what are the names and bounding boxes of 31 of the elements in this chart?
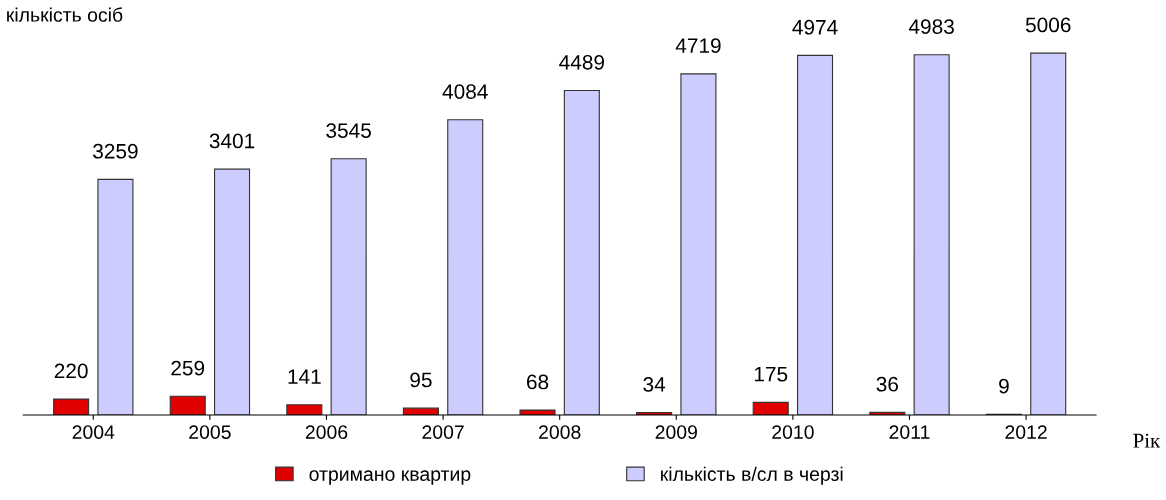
- x-tick-label: 2009: [655, 425, 697, 439]
- data-label: 68: [527, 374, 549, 390]
- legend-label: отримано квартир: [309, 470, 471, 485]
- data-label: 4719: [675, 38, 721, 54]
- data-label: 4974: [792, 19, 838, 35]
- legend-label: кількість в/сл в черзі: [661, 466, 843, 485]
- x-axis-title: Рік: [1133, 433, 1161, 448]
- x-tick-label: 2008: [539, 425, 581, 439]
- y-axis-title: кількість осіб: [7, 7, 123, 22]
- data-label: 259: [171, 360, 205, 376]
- x-tick-label: 2011: [889, 425, 930, 439]
- data-label: 141: [288, 369, 321, 384]
- x-tick-label: 2004: [72, 425, 115, 439]
- data-label: 3545: [326, 123, 371, 138]
- data-label: 5006: [1025, 17, 1071, 33]
- data-label: 3401: [209, 133, 255, 149]
- data-label: 36: [876, 376, 898, 392]
- data-label: 34: [643, 377, 666, 392]
- x-tick-label: 2010: [772, 425, 814, 439]
- data-label: 3259: [93, 143, 138, 159]
- x-tick-label: 2007: [422, 425, 464, 439]
- x-tick-label: 2006: [305, 425, 348, 439]
- x-tick-label: 2012: [1005, 425, 1047, 439]
- x-tick-label: 2005: [189, 425, 231, 439]
- data-label: 175: [754, 367, 788, 382]
- data-label: 95: [410, 372, 432, 388]
- data-label: 4489: [559, 54, 605, 70]
- data-label: 220: [54, 363, 88, 379]
- data-label: 9: [999, 378, 1009, 394]
- data-label: 4983: [908, 19, 954, 34]
- data-label: 4084: [442, 84, 488, 99]
